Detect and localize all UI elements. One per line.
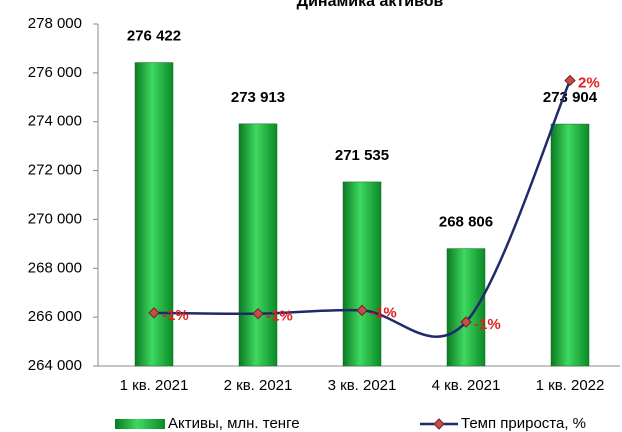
bar-value-label: 273 904 <box>543 89 598 106</box>
line-marker <box>148 307 160 319</box>
bar <box>550 123 590 367</box>
line-value-label: -1% <box>266 308 293 325</box>
y-tick-label: 266 000 <box>28 308 82 325</box>
bar <box>238 123 278 367</box>
line-value-label: -1% <box>162 307 189 324</box>
x-tick-label: 1 кв. 2021 <box>120 377 189 394</box>
y-tick-label: 270 000 <box>28 210 82 227</box>
legend-label: Темп прироста, % <box>461 415 586 432</box>
line-value-label: -1% <box>370 304 397 321</box>
bar-value-label: 268 806 <box>439 214 493 231</box>
x-tick-label: 3 кв. 2021 <box>328 377 397 394</box>
line-marker <box>356 304 368 317</box>
line-marker <box>252 307 264 320</box>
bar-value-label: 276 422 <box>127 28 181 45</box>
bar-value-label: 271 535 <box>335 147 389 164</box>
legend-label: Активы, млн. тенге <box>168 415 300 432</box>
line-marker <box>564 74 576 87</box>
y-tick-label: 278 000 <box>28 15 82 32</box>
bar <box>342 181 382 367</box>
y-tick-label: 274 000 <box>28 113 82 130</box>
y-tick-label: 276 000 <box>28 64 82 81</box>
legend-swatch <box>433 418 445 430</box>
bar <box>446 248 486 367</box>
y-tick-label: 264 000 <box>28 357 82 374</box>
y-tick-label: 268 000 <box>28 259 82 276</box>
line <box>153 79 572 338</box>
x-tick-label: 4 кв. 2021 <box>432 377 501 394</box>
bar-value-label: 273 913 <box>231 89 285 106</box>
line-value-label: -1% <box>474 316 501 333</box>
x-tick-label: 2 кв. 2021 <box>224 377 293 394</box>
x-tick-label: 1 кв. 2022 <box>536 377 605 394</box>
legend-swatch <box>115 419 165 429</box>
y-tick-label: 272 000 <box>28 162 82 179</box>
line-value-label: 2% <box>578 74 600 91</box>
chart-title: Динамика активов <box>297 0 444 10</box>
line-marker <box>460 316 472 328</box>
